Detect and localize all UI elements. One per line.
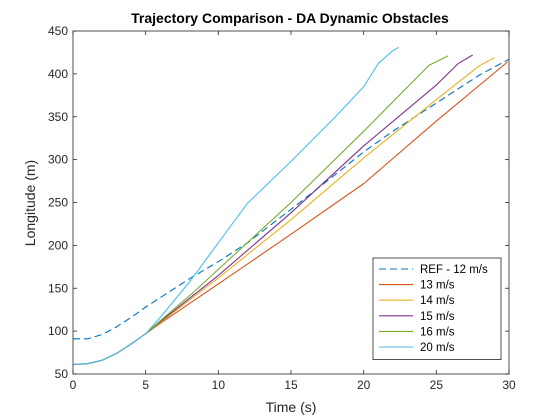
legend-label-4: 16 m/s bbox=[420, 326, 455, 338]
y-tick-label: 350 bbox=[48, 110, 68, 124]
x-tick-label: 30 bbox=[502, 378, 516, 392]
axes-layer: 0 5 10 15 20 25 30 50 100 150 200 250 300 350 400 450 bbox=[48, 24, 516, 392]
chart-title: Trajectory Comparison - DA Dynamic Obsta… bbox=[131, 10, 449, 26]
x-tick-label: 15 bbox=[284, 378, 298, 392]
y-tick-label: 100 bbox=[48, 324, 68, 338]
series-layer bbox=[72, 46, 510, 366]
x-tick-label: 20 bbox=[357, 378, 371, 392]
y-tick-label: 50 bbox=[55, 367, 69, 381]
legend-box bbox=[372, 257, 502, 360]
y-tick-label: 250 bbox=[48, 196, 68, 210]
x-tick-label: 5 bbox=[142, 378, 149, 392]
y-tick-label: 300 bbox=[48, 153, 68, 167]
series-line-5 bbox=[72, 46, 399, 366]
x-axis-label: Time (s) bbox=[266, 399, 317, 415]
y-tick-label: 200 bbox=[48, 238, 68, 252]
legend: REF - 12 m/s 13 m/s 14 m/s 15 m/s 16 m/s 20 m… bbox=[372, 257, 502, 360]
y-tick-label: 150 bbox=[48, 281, 68, 295]
y-tick-label: 400 bbox=[48, 67, 68, 81]
x-tick-label: 25 bbox=[430, 378, 444, 392]
x-tick-label: 0 bbox=[70, 378, 77, 392]
series-line-0 bbox=[73, 58, 510, 340]
y-axis-label: Longitude (m) bbox=[22, 160, 38, 246]
legend-label-2: 14 m/s bbox=[420, 295, 455, 307]
legend-label-0: REF - 12 m/s bbox=[420, 264, 488, 276]
legend-label-5: 20 m/s bbox=[420, 342, 455, 354]
y-tick-label: 450 bbox=[48, 24, 68, 38]
legend-label-1: 13 m/s bbox=[420, 280, 455, 292]
x-tick-label: 10 bbox=[212, 378, 226, 392]
legend-label-3: 15 m/s bbox=[420, 311, 455, 323]
